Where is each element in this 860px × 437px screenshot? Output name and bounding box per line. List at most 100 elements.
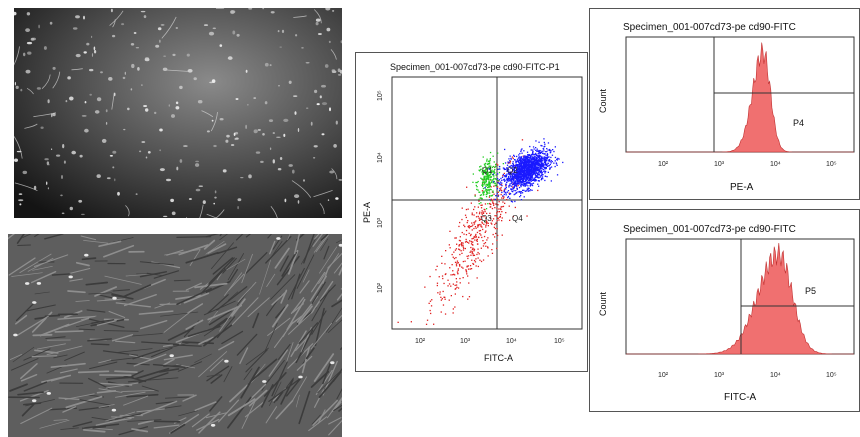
scatter-point-blue (537, 176, 539, 178)
scatter-point-red (477, 206, 479, 208)
fluorescent-cell (197, 100, 203, 104)
scatter-point-red (475, 233, 477, 236)
scatter-point-blue (541, 158, 543, 160)
scatter-point-green (485, 169, 487, 171)
fluorescent-cell (123, 128, 126, 131)
scatter-point-blue (528, 175, 530, 177)
scatter-point-green (486, 191, 488, 193)
fluorescent-cell (114, 178, 116, 182)
scatter-point-red (491, 220, 493, 222)
scatter-point-blue (519, 179, 522, 181)
scatter-point-blue (524, 159, 526, 161)
fluorescent-cell (179, 159, 183, 163)
fibroblast-cell (261, 384, 274, 408)
scatter-point-blue (522, 182, 524, 184)
scatter-point-red (461, 266, 463, 268)
fluorescent-cell (14, 11, 17, 16)
fluorescent-cell (72, 27, 78, 30)
scatter-point-blue (531, 162, 533, 164)
scatter-point-green (487, 172, 489, 174)
fibroblast-cell (8, 257, 36, 276)
scatter-point-blue (511, 175, 514, 177)
scatter-point-blue (523, 163, 525, 166)
scatter-point-blue (534, 155, 536, 158)
scatter-point-blue (512, 165, 514, 167)
scatter-point-red (486, 221, 488, 224)
scatter-point-blue (510, 178, 513, 180)
fibroblast-cell (88, 377, 110, 390)
scatter-point-blue (516, 169, 519, 171)
scatter-point-green (492, 182, 494, 184)
scatter-point-blue (509, 172, 512, 174)
scatter-point-blue (546, 164, 548, 166)
scatter-point-blue (507, 177, 510, 179)
fluorescent-cell (272, 132, 275, 134)
scatter-point-red (493, 204, 495, 206)
scatter-point-blue (526, 173, 528, 176)
scatter-point-red (454, 306, 456, 308)
fibroblast-cell (293, 234, 301, 255)
scatter-point-red (459, 240, 462, 242)
scatter-point-blue (541, 177, 543, 179)
fibroblast-cell (271, 361, 288, 397)
fibroblast-cell (243, 368, 253, 381)
scatter-point-blue (505, 174, 507, 176)
scatter-point-blue (503, 178, 506, 180)
scatter-point-blue (516, 188, 518, 190)
scatter-point-blue (520, 156, 523, 158)
scatter-point-blue (523, 162, 525, 164)
fibroblast-cell (81, 423, 120, 429)
scatter-point-blue (512, 179, 515, 181)
scatter-point-red (507, 162, 509, 164)
scatter-point-red (499, 215, 501, 218)
scatter-point-blue (532, 171, 535, 174)
scatter-point-blue (540, 165, 543, 167)
fibroblast-cell (112, 237, 134, 243)
scatter-point-green (486, 189, 488, 191)
scatter-point-blue (546, 157, 548, 159)
scatter-point-blue (517, 173, 519, 176)
scatter-point-red (447, 285, 449, 287)
fibroblast-cell (92, 426, 107, 429)
scatter-point-blue (504, 168, 507, 170)
scatter-point-red (456, 260, 459, 262)
fibroblast-cell (198, 411, 221, 434)
scatter-point-blue (520, 194, 522, 197)
scatter-point-green (489, 184, 491, 186)
fibroblast-cell (252, 312, 260, 329)
fibroblast-cell (102, 350, 138, 356)
scatter-point-blue (520, 161, 522, 163)
scatter-point-blue (538, 174, 540, 176)
scatter-point-blue (515, 164, 517, 166)
scatter-point-red (477, 224, 479, 226)
scatter-point-blue (534, 166, 536, 168)
scatter-point-blue (541, 160, 543, 162)
scatter-point-red (448, 244, 450, 246)
fluorescent-cell (219, 44, 223, 47)
scatter-point-green (492, 171, 495, 173)
scatter-point-blue (537, 183, 539, 185)
fibroblast-cell (57, 315, 96, 320)
fibroblast-cell (9, 383, 28, 392)
scatter-point-blue (525, 167, 527, 170)
scatter-point-blue (517, 169, 519, 171)
scatter-point-blue (523, 178, 525, 180)
scatter-point-blue (517, 166, 519, 168)
scatter-point-green (489, 199, 492, 202)
scatter-point-red (490, 186, 492, 188)
scatter-point-blue (507, 195, 510, 198)
fluorescent-cell (141, 84, 143, 86)
scatter-point-red (490, 217, 492, 219)
scatter-point-red (465, 234, 468, 236)
scatter-point-blue (522, 165, 524, 167)
fibroblast-cell (121, 390, 155, 392)
scatter-point-red (472, 224, 474, 226)
scatter-point-blue (529, 174, 531, 176)
scatter-point-green (485, 196, 488, 198)
fibroblast-cell (245, 349, 268, 373)
scatter-point-blue (516, 172, 519, 175)
fluorescent-cell (14, 81, 16, 86)
fluorescent-cell (105, 109, 108, 113)
scatter-point-blue (544, 162, 547, 164)
scatter-point-blue (524, 167, 526, 169)
